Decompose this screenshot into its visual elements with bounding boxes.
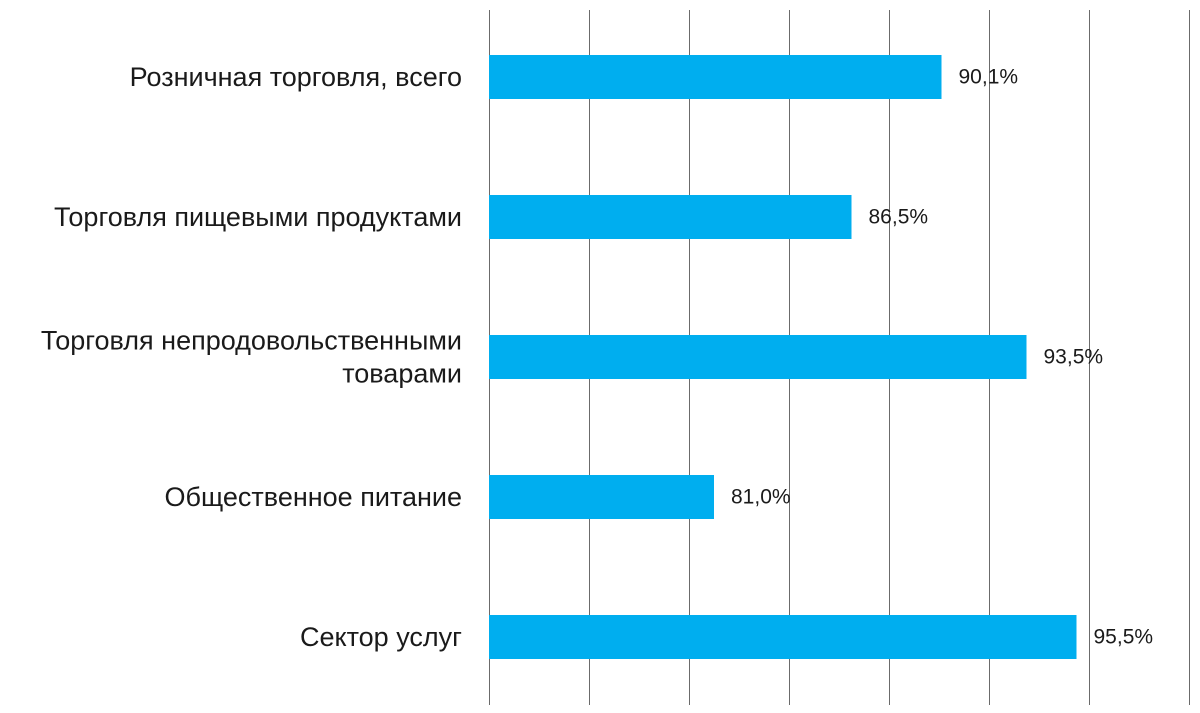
category-labels: Розничная торговля, всего Торговля пищевы… bbox=[41, 62, 462, 652]
data-labels: 90,1% 86,5% 93,5% 81,0% 95,5% bbox=[731, 66, 1153, 649]
category-label-4-line-0: Сектор услуг bbox=[300, 622, 462, 652]
category-label-2-line-1: товарами bbox=[342, 359, 462, 389]
bars bbox=[489, 55, 1077, 659]
category-label-0-line-0: Розничная торговля, всего bbox=[130, 62, 462, 92]
category-label-3: Общественное питание bbox=[165, 482, 462, 512]
data-label-3: 81,0% bbox=[731, 486, 791, 509]
data-label-4: 95,5% bbox=[1094, 626, 1154, 649]
bar-4 bbox=[489, 615, 1077, 659]
data-label-2: 93,5% bbox=[1044, 346, 1104, 369]
bar-0 bbox=[489, 55, 942, 99]
bar-3 bbox=[489, 475, 714, 519]
category-label-3-line-0: Общественное питание bbox=[165, 482, 462, 512]
category-label-1: Торговля пищевыми продуктами bbox=[54, 202, 462, 232]
category-label-0: Розничная торговля, всего bbox=[130, 62, 462, 92]
data-label-0: 90,1% bbox=[959, 66, 1019, 89]
category-label-2: Торговля непродовольственными товарами bbox=[41, 326, 462, 389]
data-label-1: 86,5% bbox=[869, 206, 929, 229]
category-label-2-line-0: Торговля непродовольственными bbox=[41, 326, 462, 356]
bar-1 bbox=[489, 195, 852, 239]
bar-2 bbox=[489, 335, 1027, 379]
category-label-4: Сектор услуг bbox=[300, 622, 462, 652]
category-label-1-line-0: Торговля пищевыми продуктами bbox=[54, 202, 462, 232]
